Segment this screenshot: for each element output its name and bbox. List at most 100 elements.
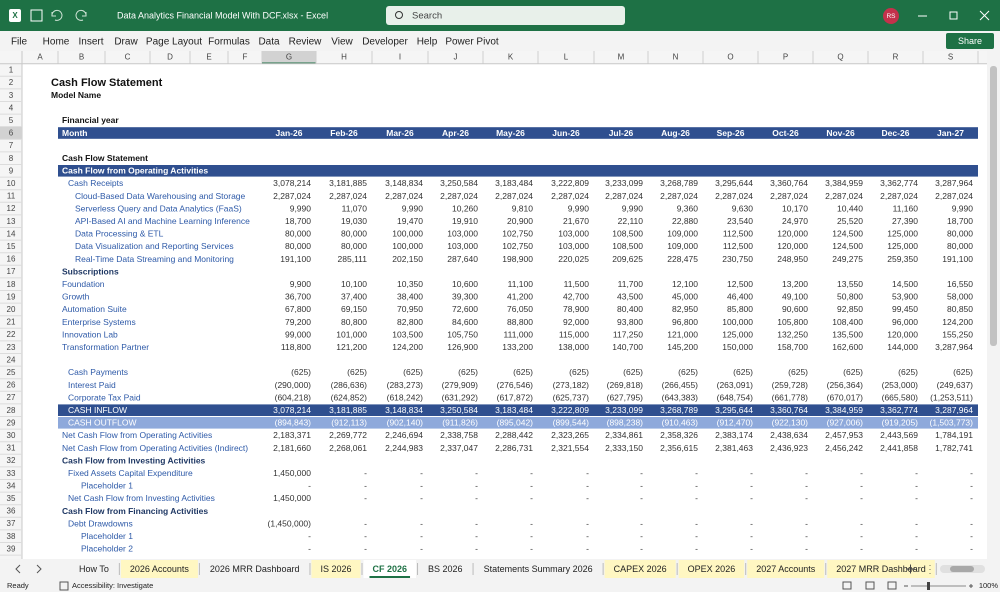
cell-value: 249,275 (832, 254, 863, 264)
sheet-tab-label: OPEX 2026 (688, 564, 736, 574)
row-label: Net Cash Flow from Operating Activities … (62, 443, 248, 453)
cell-value: 1,784,191 (935, 430, 973, 440)
cell-value: 3,268,789 (660, 178, 698, 188)
cell-value: 12,100 (672, 279, 698, 289)
cell-value: 2,443,569 (880, 430, 918, 440)
row-header: 16 (7, 255, 16, 264)
menu-tabs: File Home Insert Draw Page Layout Formulas Dat… (11, 37, 499, 48)
cell-value: - (364, 493, 367, 503)
cell-value: 3,148,834 (385, 405, 423, 415)
search-box[interactable] (386, 6, 625, 25)
page-break-button[interactable] (887, 581, 897, 590)
cell-value: 45,000 (672, 292, 698, 302)
normal-view-button[interactable] (842, 581, 852, 590)
cell-value: 80,000 (341, 241, 367, 251)
row-header: 11 (7, 192, 16, 201)
redo-icon[interactable] (75, 9, 87, 21)
sheet-tab[interactable] (747, 560, 825, 578)
cell-value: 80,850 (947, 304, 973, 314)
page-layout-button[interactable] (865, 581, 875, 590)
cell-value: - (695, 493, 698, 503)
cell-value: 248,950 (777, 254, 808, 264)
restore-button[interactable] (949, 11, 958, 20)
menu-tab[interactable]: Help (417, 37, 438, 48)
menu-tab[interactable]: File (11, 37, 28, 48)
cell-value: 103,500 (392, 329, 423, 339)
column-header: H (341, 53, 347, 62)
scroll-thumb[interactable] (990, 66, 997, 346)
sheet-tab[interactable] (474, 560, 602, 578)
cell-value: 3,384,959 (825, 405, 863, 415)
cell-value: (256,364) (827, 380, 864, 390)
menu-tab[interactable]: Insert (78, 37, 103, 48)
new-sheet-button[interactable] (906, 564, 915, 574)
cell-value: 2,246,694 (385, 430, 423, 440)
cell-value: 2,323,265 (551, 430, 589, 440)
undo-icon[interactable] (51, 9, 63, 21)
zoom-thumb[interactable] (927, 582, 930, 590)
menu-tab[interactable]: Home (43, 37, 70, 48)
menu-tab[interactable]: Power Pivot (445, 37, 499, 48)
sheet-tab[interactable] (120, 560, 198, 578)
menu-tab[interactable]: Review (289, 37, 323, 48)
cell-value: (625) (458, 367, 478, 377)
cell-value: (625) (678, 367, 698, 377)
share-button[interactable] (946, 33, 994, 49)
sheet-tab[interactable] (311, 560, 361, 578)
row-header: 2 (9, 78, 14, 87)
sheet-tab[interactable] (604, 560, 676, 578)
menu-tab[interactable]: Data (258, 37, 280, 48)
cell-value: - (420, 518, 423, 528)
cell-value: (665,580) (882, 392, 919, 402)
cell-value: 9,990 (622, 203, 644, 213)
menu-tab[interactable]: Developer (362, 37, 408, 48)
column-header: R (893, 53, 899, 62)
sheet-tab[interactable] (678, 560, 745, 578)
cell-value: 99,450 (892, 304, 918, 314)
sheet-tab[interactable] (827, 560, 935, 578)
cell-value: 2,287,024 (825, 191, 863, 201)
cell-value: - (805, 493, 808, 503)
cell-value: (276,546) (497, 380, 534, 390)
column-header: O (727, 53, 733, 62)
cell-value: 2,287,024 (770, 191, 808, 201)
cell-value: (1,253,511) (930, 392, 973, 402)
status-accessibility[interactable]: Accessibility: Investigate (72, 581, 153, 590)
menu-tab[interactable]: Page Layout (146, 37, 202, 48)
sheet-tab[interactable] (200, 560, 309, 578)
cell-value: (912,113) (331, 418, 367, 428)
menu-tab[interactable]: Formulas (208, 37, 250, 48)
row-header: 7 (9, 141, 14, 150)
column-header: A (37, 53, 43, 62)
cell-value: 3,250,584 (440, 178, 478, 188)
zoom-in-button[interactable] (969, 584, 973, 588)
sheet-tab[interactable] (363, 560, 417, 578)
column-header: D (167, 53, 173, 62)
cell-value: 43,500 (617, 292, 643, 302)
sheet-tab[interactable] (70, 560, 118, 578)
cell-value: 158,700 (777, 342, 808, 352)
cell-value: 120,000 (777, 229, 808, 239)
menu-tab[interactable]: Draw (114, 37, 138, 48)
sheet-tab-label: How To (79, 564, 109, 574)
sheet-tab-label: 2027 Accounts (756, 564, 816, 574)
cell-value: - (915, 544, 918, 554)
user-avatar[interactable] (883, 8, 899, 24)
cell-value: 126,900 (447, 342, 478, 352)
cell-value: 135,500 (832, 329, 863, 339)
cell-value: 105,750 (447, 329, 478, 339)
tab-scroll-arrows[interactable] (15, 564, 42, 574)
close-button[interactable] (979, 10, 990, 21)
sheet-tab[interactable] (419, 560, 472, 578)
cell-value: - (640, 531, 643, 541)
horizontal-scroll-thumb[interactable] (950, 566, 974, 572)
cell-value: (273,182) (553, 380, 590, 390)
sheet-tab-label: 2026 Accounts (130, 564, 190, 574)
save-icon[interactable] (30, 9, 43, 22)
menu-tab[interactable]: View (331, 37, 353, 48)
cell-value: 2,287,024 (385, 191, 423, 201)
cell-value: 14,500 (892, 279, 918, 289)
cell-value: - (970, 481, 973, 491)
month-header: Oct-26 (772, 128, 799, 138)
cell-value: 2,337,047 (440, 443, 478, 453)
